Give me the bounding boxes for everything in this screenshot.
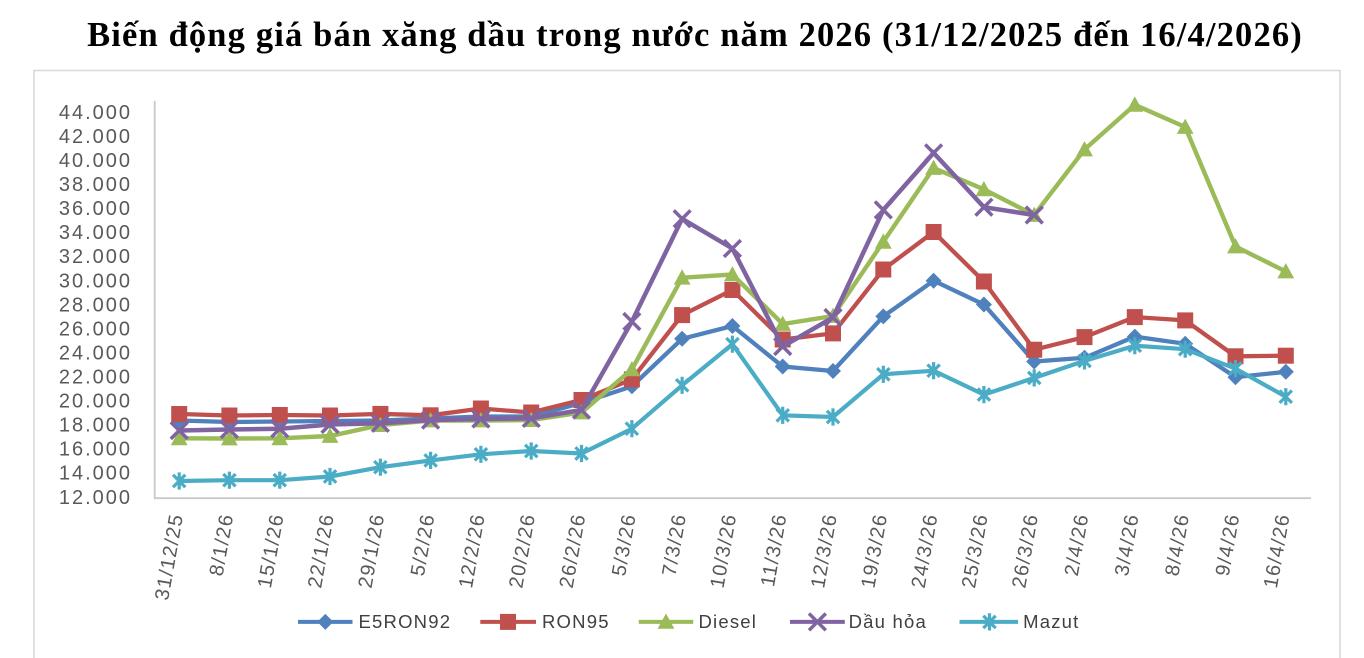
svg-text:18.000: 18.000 <box>59 415 132 437</box>
svg-text:16.000: 16.000 <box>59 439 132 461</box>
svg-text:Biến động giá bán xăng dầu tro: Biến động giá bán xăng dầu trong nước nă… <box>87 16 1303 54</box>
svg-text:28.000: 28.000 <box>59 294 132 316</box>
svg-text:Mazut: Mazut <box>1023 611 1079 632</box>
svg-text:44.000: 44.000 <box>59 102 132 124</box>
svg-text:32.000: 32.000 <box>59 246 132 268</box>
svg-text:20.000: 20.000 <box>59 391 132 413</box>
svg-text:30.000: 30.000 <box>59 270 132 292</box>
svg-text:22.000: 22.000 <box>59 367 132 389</box>
svg-text:24.000: 24.000 <box>59 342 132 364</box>
svg-text:RON95: RON95 <box>542 611 610 632</box>
svg-text:40.000: 40.000 <box>59 150 132 172</box>
svg-text:36.000: 36.000 <box>59 198 132 220</box>
svg-text:Dầu hỏa: Dầu hỏa <box>849 611 927 632</box>
svg-text:12.000: 12.000 <box>59 487 132 509</box>
svg-text:42.000: 42.000 <box>59 126 132 148</box>
svg-text:26.000: 26.000 <box>59 318 132 340</box>
svg-text:Diesel: Diesel <box>699 611 758 632</box>
svg-text:14.000: 14.000 <box>59 463 132 485</box>
svg-text:38.000: 38.000 <box>59 174 132 196</box>
svg-text:E5RON92: E5RON92 <box>359 611 452 632</box>
svg-text:34.000: 34.000 <box>59 222 132 244</box>
